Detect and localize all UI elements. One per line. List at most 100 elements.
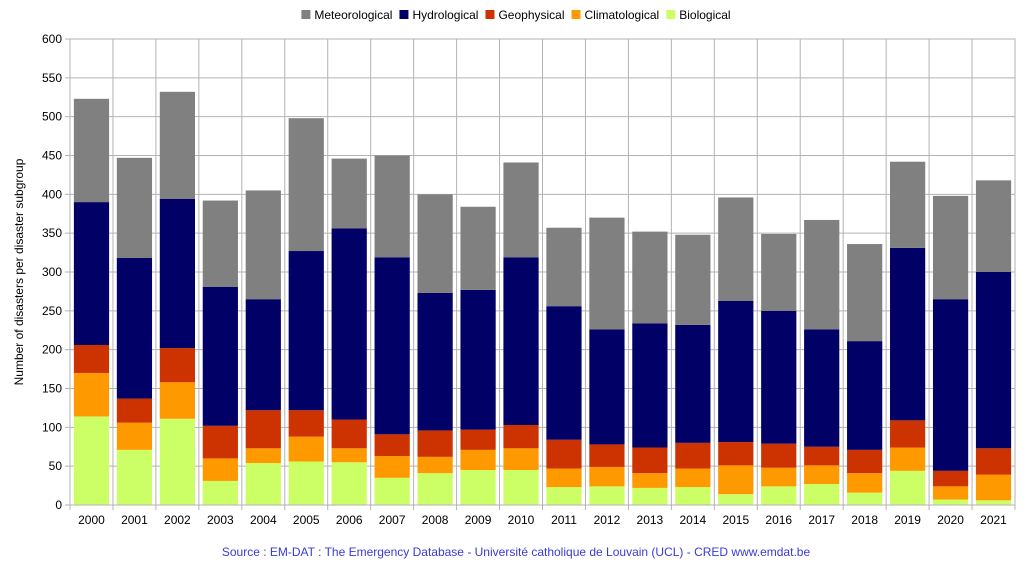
bar-segment-biological-2019 (890, 470, 926, 505)
bar-segment-biological-2012 (589, 486, 625, 505)
bar-segment-climatological-2010 (503, 448, 539, 471)
bar-segment-biological-2006 (331, 462, 367, 505)
x-tick-label: 2006 (336, 513, 363, 527)
bar-segment-meteorological-2019 (890, 161, 926, 248)
bar-segment-geophysical-2021 (975, 448, 1012, 475)
y-axis-label: Number of disasters per disaster subgrou… (12, 158, 26, 385)
x-tick-label: 2002 (164, 513, 191, 527)
bar-segment-biological-2002 (159, 418, 195, 505)
bar-segment-biological-2014 (675, 487, 711, 505)
legend-label-hydrological: Hydrological (412, 8, 478, 22)
bar-segment-biological-2000 (73, 416, 110, 505)
y-axis-ticks: 0 50 100 150 200 250 300 350 400 450 500 550 600 (42, 32, 70, 512)
y-tick-label: 450 (42, 149, 62, 163)
bar-segment-geophysical-2001 (116, 398, 153, 423)
bar-segment-climatological-2001 (116, 422, 153, 450)
bar-segment-geophysical-2017 (804, 446, 840, 466)
legend-label-geophysical: Geophysical (498, 8, 564, 22)
legend-swatch-geophysical (485, 10, 495, 19)
bar-segment-climatological-2014 (675, 468, 711, 488)
bar-segment-geophysical-2018 (847, 449, 883, 474)
bar-segment-climatological-2009 (460, 449, 496, 471)
y-tick-label: 0 (55, 498, 62, 512)
bar-segment-hydrological-2006 (331, 228, 367, 420)
bar-segment-hydrological-2016 (761, 310, 797, 444)
bars (73, 91, 1012, 505)
bar-segment-climatological-2000 (73, 372, 110, 417)
source-note: Source : EM-DAT : The Emergency Database… (221, 545, 811, 559)
bar-segment-meteorological-2002 (159, 91, 195, 199)
bar-segment-biological-2004 (245, 463, 281, 505)
bar-segment-meteorological-2012 (589, 217, 625, 330)
bar-segment-biological-2017 (804, 484, 840, 505)
bar-segment-hydrological-2000 (73, 202, 110, 346)
bar-segment-meteorological-2004 (245, 190, 281, 300)
x-tick-label: 2021 (980, 513, 1007, 527)
bar-segment-geophysical-2019 (890, 420, 926, 448)
x-tick-label: 2003 (207, 513, 234, 527)
x-tick-label: 2010 (508, 513, 535, 527)
bar-segment-hydrological-2020 (932, 299, 969, 471)
bar-segment-climatological-2013 (632, 473, 668, 488)
bar-segment-hydrological-2013 (632, 323, 668, 448)
bar-segment-geophysical-2010 (503, 425, 539, 449)
bar-segment-geophysical-2007 (374, 434, 410, 457)
y-tick-label: 150 (42, 382, 62, 396)
bar-segment-geophysical-2008 (417, 430, 453, 457)
bar-segment-hydrological-2011 (546, 306, 582, 440)
x-tick-label: 2009 (465, 513, 492, 527)
bar-segment-biological-2015 (718, 494, 754, 505)
bar-segment-biological-2016 (761, 486, 797, 505)
legend-swatch-climatological (571, 10, 581, 19)
x-tick-label: 2014 (679, 513, 706, 527)
bar-segment-meteorological-2005 (288, 118, 324, 252)
bar-segment-hydrological-2005 (288, 251, 324, 411)
legend-swatch-hydrological (399, 10, 409, 19)
x-tick-label: 2004 (250, 513, 277, 527)
bar-segment-climatological-2019 (890, 447, 926, 471)
x-tick-label: 2019 (894, 513, 921, 527)
bar-segment-biological-2003 (202, 480, 238, 505)
bar-segment-biological-2001 (116, 449, 153, 505)
x-tick-label: 2008 (422, 513, 449, 527)
bar-segment-meteorological-2018 (847, 244, 883, 342)
bar-segment-biological-2018 (847, 492, 883, 505)
bar-segment-climatological-2006 (331, 448, 367, 463)
x-axis-ticks: 2000 2001 2002 2003 2004 2005 2006 2007 2008 2009… (69, 505, 1016, 527)
bar-segment-biological-2009 (460, 470, 496, 505)
y-tick-label: 250 (42, 304, 62, 318)
bar-segment-biological-2013 (632, 487, 668, 505)
bar-segment-hydrological-2014 (675, 324, 711, 443)
bar-segment-meteorological-2016 (761, 233, 797, 311)
bar-segment-meteorological-2007 (374, 155, 410, 258)
bar-segment-geophysical-2014 (675, 442, 711, 469)
bar-segment-meteorological-2003 (202, 200, 238, 287)
legend-swatch-biological (666, 10, 676, 19)
bar-segment-geophysical-2015 (718, 442, 754, 466)
bar-segment-biological-2010 (503, 470, 539, 505)
bar-segment-climatological-2004 (245, 448, 281, 464)
bar-segment-hydrological-2019 (890, 247, 926, 421)
bar-segment-climatological-2011 (546, 468, 582, 488)
bar-segment-biological-2005 (288, 461, 324, 505)
bar-segment-climatological-2002 (159, 382, 195, 419)
bar-segment-meteorological-2009 (460, 206, 496, 290)
x-tick-label: 2016 (765, 513, 792, 527)
bar-segment-hydrological-2008 (417, 292, 453, 431)
bar-segment-hydrological-2021 (975, 272, 1012, 449)
y-tick-label: 350 (42, 226, 62, 240)
bar-segment-hydrological-2001 (116, 258, 153, 399)
bar-segment-climatological-2015 (718, 465, 754, 495)
bar-segment-geophysical-2011 (546, 439, 582, 469)
bar-segment-meteorological-2000 (73, 98, 110, 203)
x-tick-label: 2011 (551, 513, 577, 527)
bar-segment-meteorological-2010 (503, 162, 539, 258)
y-tick-label: 50 (49, 459, 63, 473)
x-tick-label: 2007 (379, 513, 406, 527)
bar-segment-climatological-2008 (417, 456, 453, 474)
bar-segment-meteorological-2001 (116, 157, 153, 259)
legend-label-meteorological: Meteorological (314, 8, 392, 22)
bar-segment-climatological-2003 (202, 458, 238, 481)
y-tick-label: 100 (42, 420, 62, 434)
bar-segment-biological-2008 (417, 473, 453, 505)
